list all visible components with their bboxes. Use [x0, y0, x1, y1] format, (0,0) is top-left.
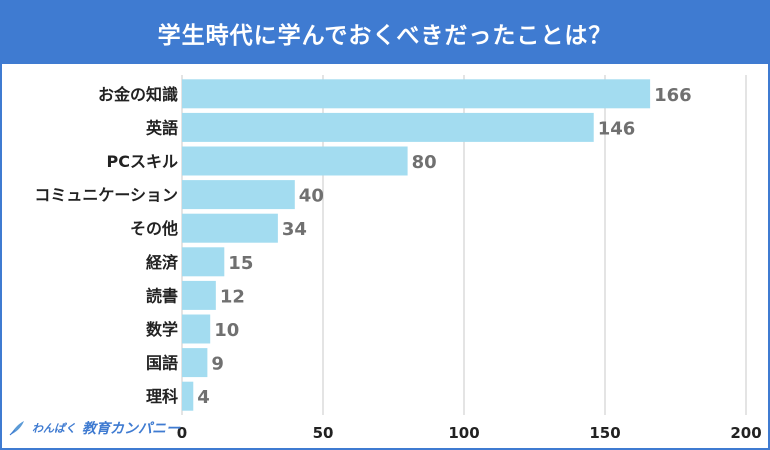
- bar: [182, 247, 225, 277]
- category-label: 国語: [146, 354, 178, 373]
- data-label: 4: [197, 387, 210, 408]
- quill-icon: [9, 421, 24, 436]
- category-label: お金の知識: [98, 85, 178, 104]
- brand-logo: わんぱく 教育カンパニー: [8, 416, 180, 440]
- logo-sub-text: わんぱく: [32, 422, 76, 435]
- category-label: コミュニケーション: [34, 186, 178, 205]
- data-label: 166: [654, 85, 692, 106]
- category-label: 理科: [146, 387, 178, 406]
- chart-title: 学生時代に学んでおくべきだったことは？: [157, 23, 613, 49]
- data-label: 34: [282, 219, 307, 240]
- data-label: 146: [598, 118, 636, 139]
- x-tick-label: 50: [313, 424, 334, 442]
- data-label: 12: [220, 286, 245, 307]
- category-label: その他: [130, 219, 178, 238]
- category-label: PCスキル: [107, 152, 178, 171]
- category-label: 読書: [146, 286, 178, 305]
- bar: [182, 146, 408, 176]
- category-label: 数学: [146, 320, 178, 339]
- category-label: 経済: [146, 253, 179, 272]
- bar: [182, 180, 295, 210]
- bar: [182, 79, 651, 109]
- x-tick-label: 100: [448, 424, 479, 442]
- x-tick-label: 0: [177, 424, 187, 442]
- bar: [182, 314, 211, 344]
- logo-main-text: 教育カンパニー: [82, 421, 180, 437]
- data-label: 80: [412, 152, 437, 173]
- title-bar: 学生時代に学んでおくべきだったことは？: [2, 2, 768, 64]
- data-label: 10: [214, 320, 239, 341]
- bar: [182, 280, 216, 310]
- bar: [182, 112, 594, 142]
- data-label: 40: [299, 186, 324, 207]
- bar: [182, 213, 278, 243]
- category-label: 英語: [145, 118, 178, 137]
- data-label: 9: [211, 354, 224, 375]
- x-tick-label: 150: [589, 424, 620, 442]
- data-label: 15: [228, 253, 253, 274]
- bar: [182, 348, 208, 378]
- bar: [182, 381, 194, 411]
- x-tick-label: 200: [730, 424, 761, 442]
